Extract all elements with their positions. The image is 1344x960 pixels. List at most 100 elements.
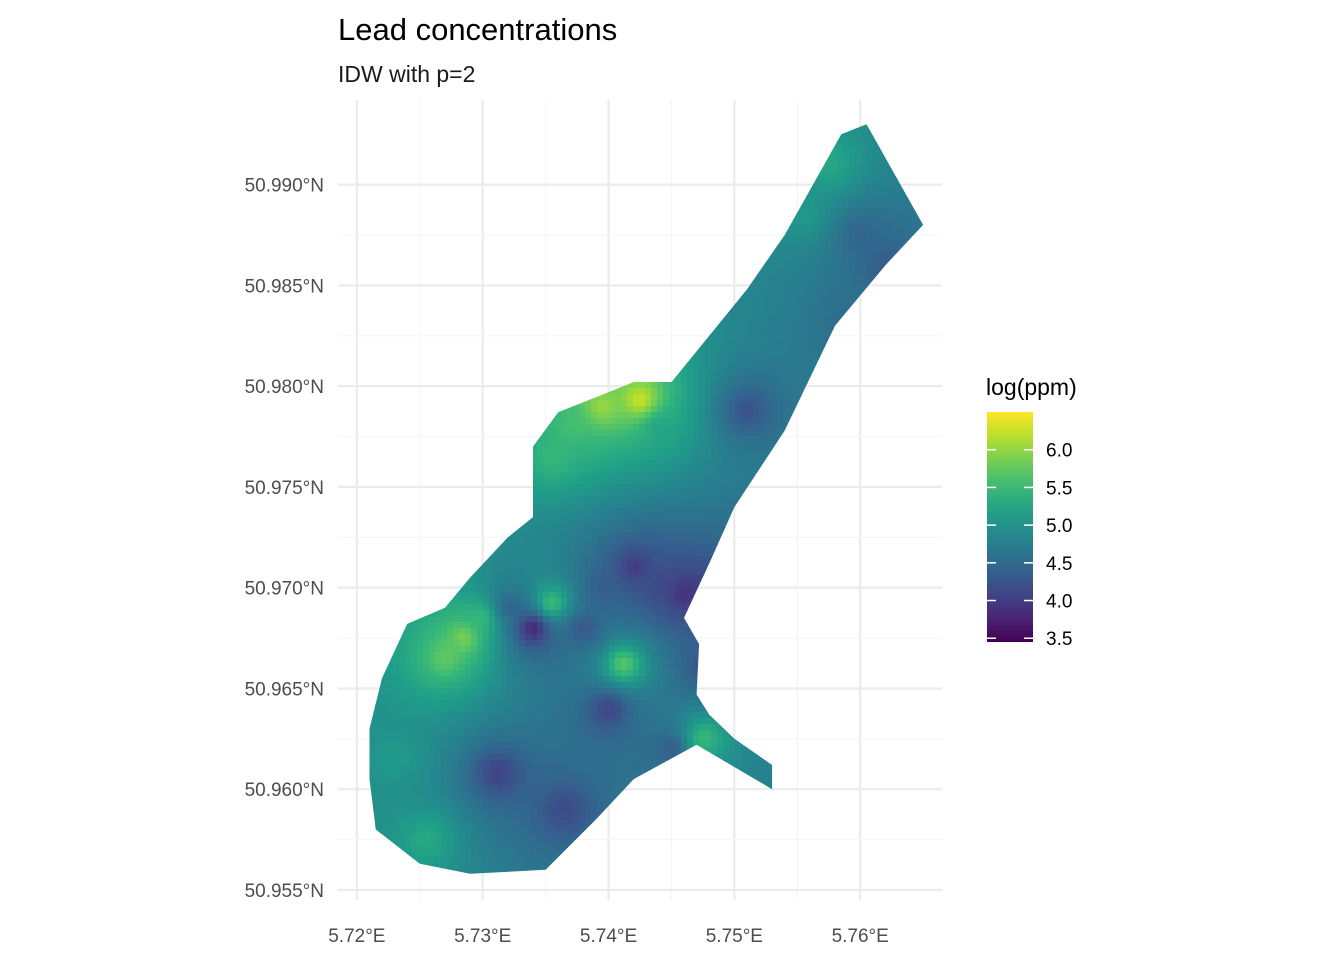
raster-cell <box>741 388 748 395</box>
raster-cell <box>525 292 532 299</box>
raster-cell <box>729 436 736 443</box>
raster-cell <box>729 370 736 377</box>
raster-cell <box>873 316 880 323</box>
raster-cell <box>459 352 466 359</box>
raster-cell <box>621 322 628 329</box>
raster-cell <box>567 238 574 245</box>
raster-cell <box>621 208 628 215</box>
raster-cell <box>717 370 724 377</box>
raster-cell <box>651 394 658 401</box>
raster-cell <box>579 436 586 443</box>
raster-cell <box>411 334 418 341</box>
raster-cell <box>441 388 448 395</box>
raster-cell <box>603 418 610 425</box>
raster-cell <box>399 196 406 203</box>
raster-cell <box>579 388 586 395</box>
raster-cell <box>837 280 844 287</box>
raster-cell <box>429 166 436 173</box>
raster-cell <box>657 268 664 275</box>
raster-cell <box>693 268 700 275</box>
raster-cell <box>513 244 520 251</box>
raster-cell <box>537 418 544 425</box>
raster-cell <box>393 202 400 209</box>
raster-cell <box>891 310 898 317</box>
raster-cell <box>627 298 634 305</box>
raster-cell <box>567 298 574 305</box>
raster-cell <box>393 400 400 407</box>
raster-cell <box>573 322 580 329</box>
raster-cell <box>495 358 502 365</box>
raster-cell <box>381 160 388 167</box>
raster-cell <box>531 292 538 299</box>
raster-cell <box>633 148 640 155</box>
raster-cell <box>501 346 508 353</box>
raster-cell <box>381 244 388 251</box>
raster-cell <box>657 430 664 437</box>
raster-cell <box>489 208 496 215</box>
raster-cell <box>831 394 838 401</box>
raster-cell <box>621 244 628 251</box>
raster-cell <box>801 316 808 323</box>
raster-cell <box>585 202 592 209</box>
raster-cell <box>525 352 532 359</box>
raster-cell <box>621 310 628 317</box>
raster-cell <box>663 382 670 389</box>
raster-cell <box>489 244 496 251</box>
raster-cell <box>411 238 418 245</box>
raster-cell <box>909 322 916 329</box>
raster-cell <box>759 334 766 341</box>
raster-cell <box>645 124 652 131</box>
raster-cell <box>633 244 640 251</box>
raster-cell <box>837 226 844 233</box>
raster-cell <box>507 322 514 329</box>
raster-cell <box>843 262 850 269</box>
raster-cell <box>657 190 664 197</box>
raster-cell <box>813 208 820 215</box>
raster-cell <box>519 214 526 221</box>
raster-cell <box>753 376 760 383</box>
raster-cell <box>615 436 622 443</box>
raster-cell <box>627 196 634 203</box>
raster-cell <box>585 340 592 347</box>
raster-cell <box>471 220 478 227</box>
raster-cell <box>903 256 910 263</box>
raster-cell <box>579 172 586 179</box>
raster-cell <box>897 346 904 353</box>
raster-cell <box>753 418 760 425</box>
raster-cell <box>903 136 910 143</box>
raster-cell <box>651 406 658 413</box>
raster-cell <box>555 274 562 281</box>
raster-cell <box>453 268 460 275</box>
raster-cell <box>675 130 682 137</box>
raster-cell <box>843 292 850 299</box>
raster-cell <box>609 406 616 413</box>
raster-cell <box>369 286 376 293</box>
raster-cell <box>585 154 592 161</box>
raster-cell <box>879 352 886 359</box>
raster-cell <box>867 388 874 395</box>
raster-cell <box>687 292 694 299</box>
raster-cell <box>567 214 574 221</box>
raster-cell <box>759 430 766 437</box>
raster-cell <box>489 304 496 311</box>
raster-cell <box>663 268 670 275</box>
raster-cell <box>837 328 844 335</box>
raster-cell <box>771 400 778 407</box>
raster-cell <box>699 358 706 365</box>
raster-cell <box>915 190 922 197</box>
raster-cell <box>639 226 646 233</box>
raster-cell <box>423 388 430 395</box>
raster-cell <box>903 202 910 209</box>
raster-cell <box>591 196 598 203</box>
raster-cell <box>615 406 622 413</box>
raster-cell <box>399 304 406 311</box>
raster-cell <box>693 262 700 269</box>
raster-cell <box>891 244 898 251</box>
raster-cell <box>513 406 520 413</box>
raster-cell <box>645 136 652 143</box>
raster-cell <box>801 292 808 299</box>
raster-cell <box>675 304 682 311</box>
raster-cell <box>801 412 808 419</box>
raster-cell <box>561 214 568 221</box>
raster-cell <box>585 334 592 341</box>
